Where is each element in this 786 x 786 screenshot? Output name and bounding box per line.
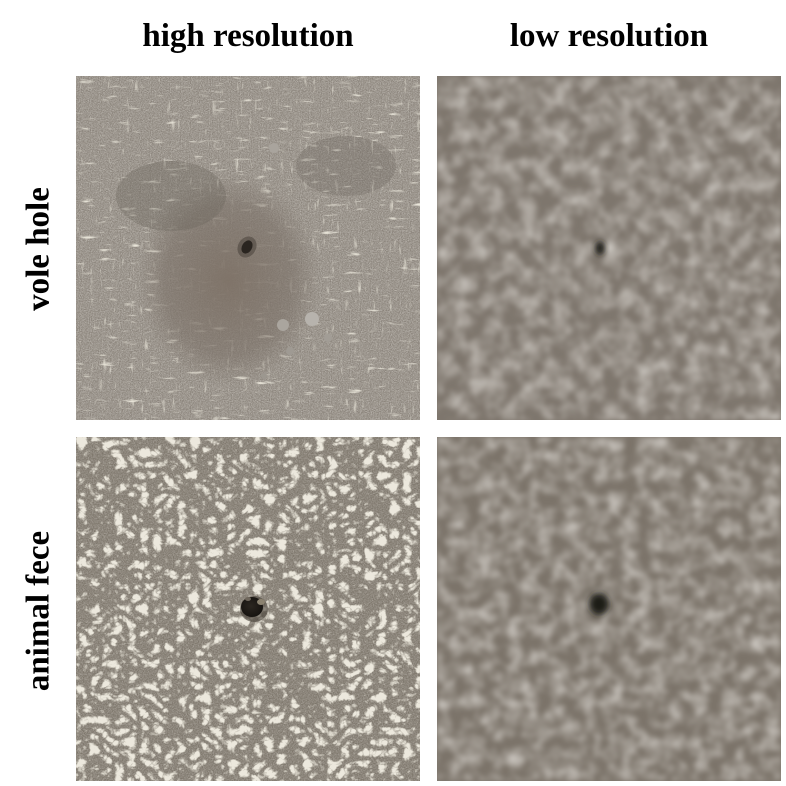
row-label-vole-hole: vole hole bbox=[20, 187, 57, 311]
column-header-high-resolution: high resolution bbox=[142, 18, 354, 54]
animal-fece-high-resolution-image bbox=[76, 437, 420, 781]
row-label-animal-fece: animal fece bbox=[20, 530, 57, 692]
vole-hole-low-resolution-image bbox=[437, 76, 781, 420]
animal-fece-low-resolution-image bbox=[437, 437, 781, 781]
vole-hole-high-resolution-image bbox=[76, 76, 420, 420]
column-header-low-resolution: low resolution bbox=[509, 18, 709, 54]
